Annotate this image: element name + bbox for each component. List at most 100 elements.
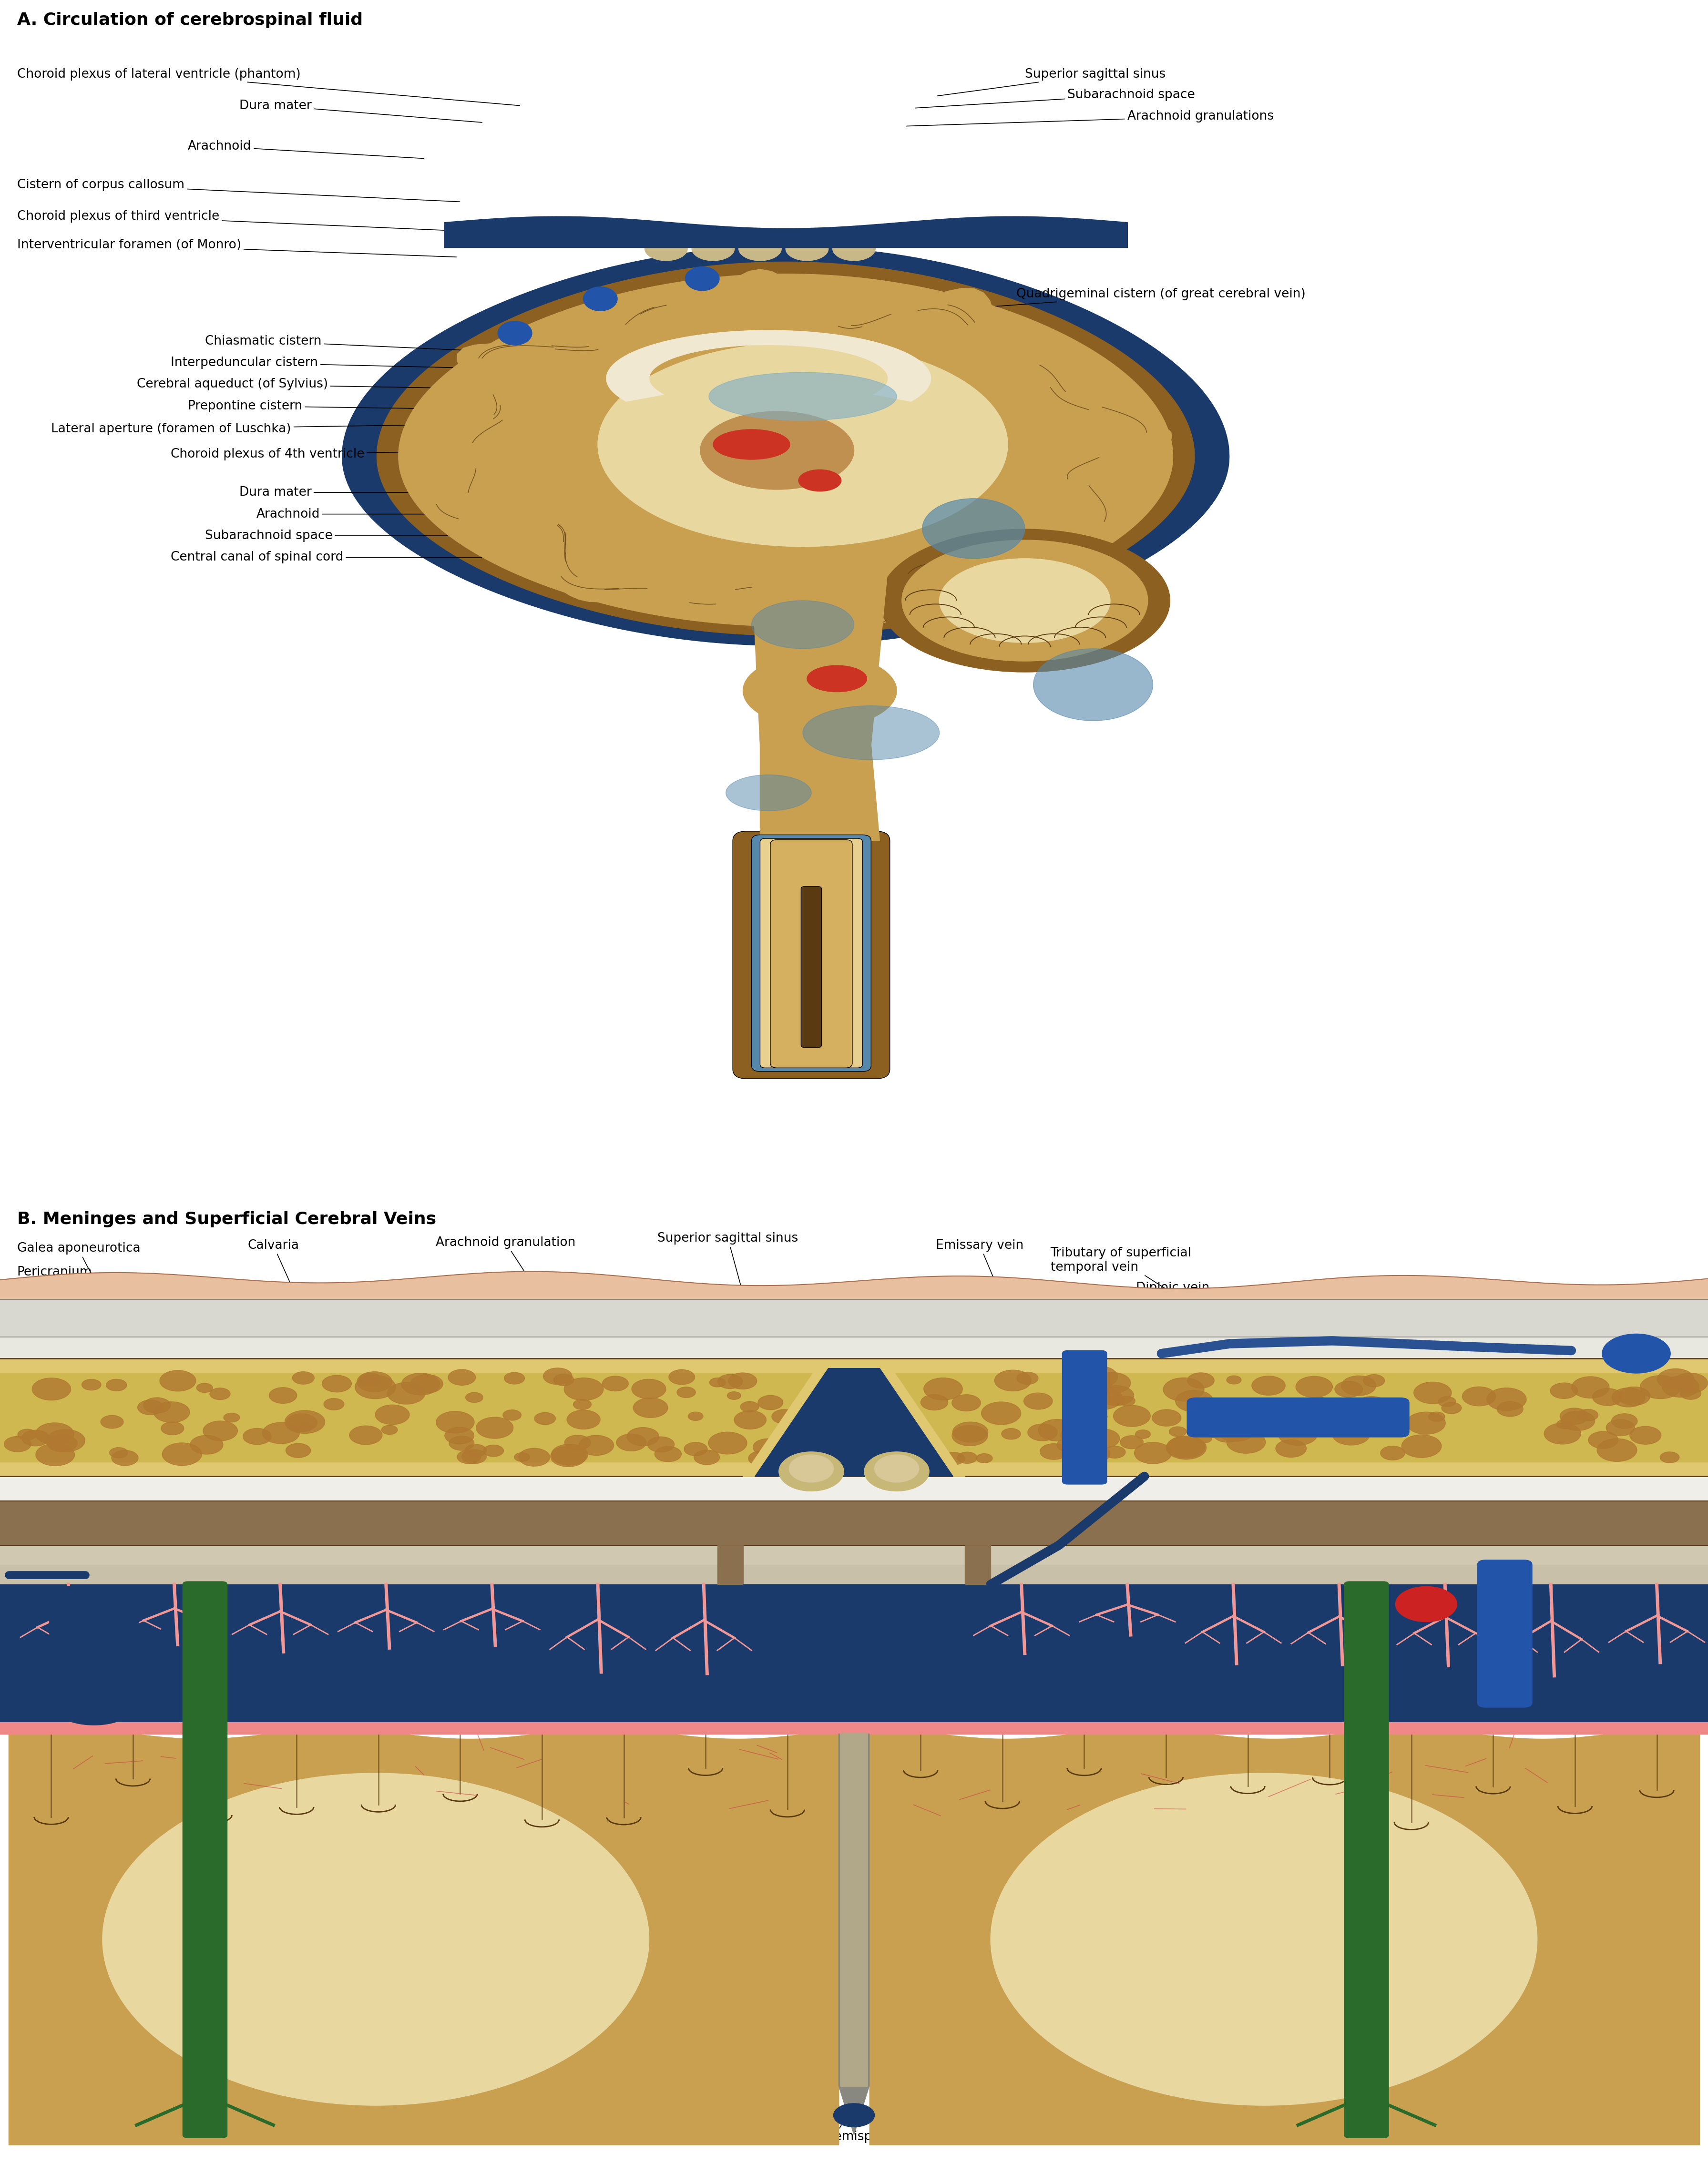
Circle shape [466, 1393, 483, 1402]
Ellipse shape [779, 1452, 844, 1492]
Circle shape [1395, 1586, 1457, 1623]
Text: Choroid plexus of third ventricle: Choroid plexus of third ventricle [17, 210, 451, 232]
Ellipse shape [726, 775, 811, 810]
Circle shape [263, 1422, 299, 1444]
Circle shape [1486, 1387, 1527, 1411]
Circle shape [111, 1450, 138, 1465]
Circle shape [1216, 1420, 1255, 1441]
Text: M.D.: M.D. [1496, 2134, 1518, 2143]
Circle shape [299, 1422, 314, 1431]
Circle shape [1086, 1428, 1120, 1448]
Circle shape [1119, 1396, 1136, 1406]
Circle shape [1672, 1374, 1708, 1393]
Ellipse shape [922, 498, 1025, 559]
Text: Chiasmatic cistern: Chiasmatic cistern [205, 334, 528, 354]
Circle shape [1551, 1382, 1578, 1398]
Circle shape [1588, 1431, 1617, 1448]
Circle shape [634, 1398, 668, 1417]
Ellipse shape [786, 236, 828, 260]
Text: Tributary of superficial
temporal vein: Tributary of superficial temporal vein [1050, 1247, 1245, 1341]
Circle shape [497, 321, 531, 345]
Text: Cerebral artery: Cerebral artery [1358, 1640, 1454, 1653]
Circle shape [688, 1411, 704, 1420]
Text: Superior cerebral vein: Superior cerebral vein [1358, 1664, 1498, 1677]
Circle shape [1023, 1393, 1052, 1409]
Circle shape [196, 1382, 214, 1393]
Circle shape [3, 1437, 31, 1452]
Text: Subarachnoid space: Subarachnoid space [915, 90, 1196, 107]
Circle shape [693, 1450, 719, 1465]
Circle shape [1337, 1422, 1361, 1435]
Circle shape [603, 1376, 629, 1391]
Circle shape [357, 1372, 393, 1391]
Circle shape [1226, 1376, 1242, 1385]
Circle shape [834, 2103, 874, 2127]
Text: Galea aponeurotica: Galea aponeurotica [17, 1243, 140, 1308]
Polygon shape [743, 1363, 965, 1476]
Circle shape [683, 1441, 707, 1457]
Circle shape [579, 1435, 613, 1455]
Circle shape [1202, 1424, 1226, 1437]
Circle shape [1612, 1413, 1638, 1428]
Circle shape [550, 1446, 586, 1468]
Circle shape [1028, 1424, 1057, 1441]
Circle shape [1088, 1411, 1107, 1422]
Circle shape [1305, 1398, 1332, 1413]
Polygon shape [377, 262, 1194, 636]
Circle shape [514, 1452, 529, 1461]
Circle shape [717, 1374, 743, 1389]
Circle shape [376, 1404, 410, 1424]
Circle shape [161, 1422, 184, 1435]
Circle shape [161, 1369, 196, 1391]
Circle shape [627, 1428, 659, 1446]
Circle shape [203, 1422, 237, 1441]
Circle shape [138, 1400, 164, 1415]
Circle shape [1083, 1387, 1122, 1409]
Circle shape [670, 1369, 695, 1385]
Circle shape [574, 1400, 591, 1409]
Text: Pia mater: Pia mater [1283, 1690, 1418, 1723]
Text: Central canal of spinal cord: Central canal of spinal cord [171, 550, 617, 563]
Circle shape [449, 1435, 475, 1450]
Circle shape [1175, 1391, 1213, 1413]
Circle shape [210, 1389, 231, 1400]
Circle shape [1561, 1411, 1595, 1431]
FancyBboxPatch shape [183, 1581, 227, 2138]
Circle shape [552, 1444, 588, 1465]
Circle shape [748, 1450, 774, 1465]
Circle shape [1093, 1372, 1131, 1393]
Circle shape [458, 1450, 482, 1463]
Circle shape [381, 1426, 398, 1435]
Text: Arachnoid granulation: Arachnoid granulation [436, 1236, 640, 1448]
Text: Interventricular foramen (of Monro): Interventricular foramen (of Monro) [17, 238, 456, 258]
Circle shape [224, 1413, 239, 1422]
Polygon shape [752, 566, 888, 841]
Ellipse shape [834, 236, 874, 260]
Circle shape [632, 1378, 666, 1398]
Circle shape [22, 1431, 50, 1446]
Circle shape [82, 1378, 101, 1391]
Circle shape [502, 1411, 521, 1420]
Circle shape [1120, 1435, 1143, 1448]
Ellipse shape [700, 411, 854, 489]
Ellipse shape [991, 1773, 1537, 2105]
Ellipse shape [646, 236, 688, 260]
Circle shape [323, 1376, 352, 1391]
Circle shape [943, 1452, 965, 1465]
Circle shape [1382, 1413, 1395, 1420]
Circle shape [388, 1382, 425, 1404]
Circle shape [285, 1444, 311, 1457]
Circle shape [709, 1378, 726, 1387]
Circle shape [1163, 1378, 1204, 1402]
Circle shape [1098, 1385, 1134, 1406]
Circle shape [465, 1444, 487, 1457]
Circle shape [1606, 1420, 1635, 1435]
Text: A. Circulation of cerebrospinal fluid: A. Circulation of cerebrospinal fluid [17, 13, 362, 28]
Circle shape [951, 1396, 980, 1411]
Text: Interpeduncular cistern: Interpeduncular cistern [171, 356, 502, 369]
Circle shape [728, 1374, 757, 1389]
Text: Median aperture (foramen of Magendie): Median aperture (foramen of Magendie) [779, 400, 1090, 417]
Circle shape [1544, 1424, 1582, 1444]
Circle shape [355, 1376, 396, 1398]
Circle shape [285, 1411, 325, 1433]
